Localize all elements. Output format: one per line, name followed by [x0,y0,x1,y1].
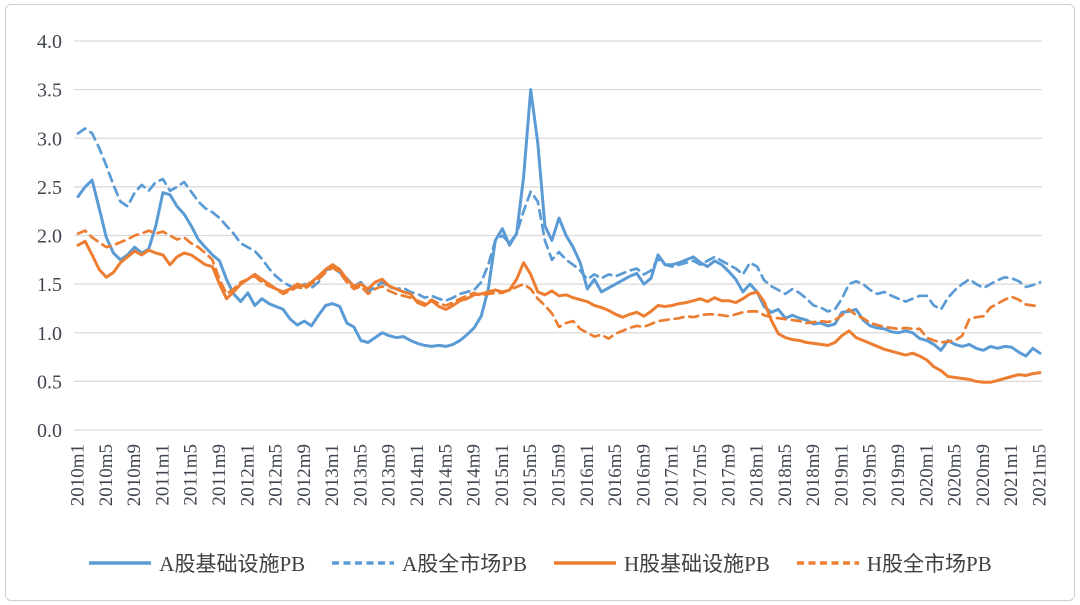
x-axis-tick-label: 2012m1 [237,444,258,506]
x-axis-tick-label: 2021m5 [1030,444,1051,506]
x-axis-tick-label: 2011m1 [152,444,173,506]
legend-item-a-market: A股全市场PB [331,548,527,578]
series-line-h-infra [76,239,1042,384]
x-axis-tick-label: 2010m1 [68,444,89,506]
line-chart-plot: 0.0 0.5 1.0 1.5 2.0 2.5 3.0 3.5 4.0 2010m1 2010m5 2… [37,31,1051,506]
legend-item-a-infra: A股基础设施PB [88,548,305,578]
x-axis-tick-label: 2017m1 [662,444,683,506]
legend-item-h-market: H股全市场PB [796,548,992,578]
y-axis-tick-label: 4.0 [37,31,62,53]
dashed-line-swatch-icon [332,561,395,565]
x-axis-tick-label: 2021m1 [1001,444,1022,506]
y-axis-tick-label: 1.0 [37,323,62,345]
x-axis-tick-label: 2018m5 [775,444,796,506]
x-axis-tick-label: 2019m9 [888,444,909,506]
series-line-a-infra [76,88,1042,358]
x-axis-tick-label: 2010m9 [124,444,145,506]
x-axis-tick-label: 2014m1 [407,444,428,506]
x-axis-tick-label: 2011m5 [181,444,202,506]
y-axis-tick-label: 1.5 [37,274,62,296]
x-axis-tick-label: 2019m5 [860,444,881,506]
x-axis-tick-label: 2016m9 [633,444,654,506]
legend-item-h-infra: H股基础设施PB [553,548,770,578]
x-axis-tick-label: 2018m9 [803,444,824,506]
x-axis-tick-label: 2017m9 [718,444,739,506]
y-axis-tick-label: 3.5 [37,80,62,102]
x-axis-tick-label: 2015m1 [492,444,513,506]
x-axis-tick-label: 2012m9 [294,444,315,506]
legend-label: A股全市场PB [402,552,527,576]
x-axis-tick-label: 2019m1 [831,444,852,506]
x-axis-tick-label: 2020m9 [973,444,994,506]
y-axis-tick-label: 2.0 [37,226,62,248]
x-axis-tick-label: 2014m5 [435,444,456,506]
legend-label: A股基础设施PB [159,552,306,576]
x-axis-tick-label: 2014m9 [464,444,485,506]
x-axis-tick-label: 2020m1 [916,444,937,506]
legend-label: H股全市场PB [866,552,992,576]
y-axis-tick-label: 0.5 [37,371,62,393]
x-axis-tick-label: 2013m5 [350,444,371,506]
x-axis-tick-label: 2015m5 [520,444,541,506]
x-axis-tick-label: 2015m9 [549,444,570,506]
x-axis-tick-label: 2016m1 [577,444,598,506]
dashed-line-swatch-icon [796,561,859,565]
series-line-h-market [76,229,1042,344]
x-axis-tick-label: 2013m1 [322,444,343,506]
y-axis-tick-label: 0.0 [37,420,62,442]
legend-label: H股基础设施PB [624,552,770,576]
y-axis-tick-label: 3.0 [37,128,62,150]
solid-line-swatch-icon [554,561,616,565]
x-axis-tick-label: 2018m1 [747,444,768,506]
series-line-a-market [76,127,1042,313]
x-axis-tick-label: 2020m5 [945,444,966,506]
x-axis-tick-label: 2013m9 [379,444,400,506]
x-axis-tick-label: 2017m5 [690,444,711,506]
x-axis-tick-label: 2010m5 [96,444,117,506]
y-axis-tick-label: 2.5 [37,177,62,199]
chart-legend: A股基础设施PB A股全市场PB H股基础设施PB H股全市场PB [0,541,1080,585]
x-axis-tick-label: 2012m5 [266,444,287,506]
x-axis-tick-label: 2016m5 [605,444,626,506]
x-axis-tick-label: 2011m9 [209,444,230,506]
solid-line-swatch-icon [89,561,152,565]
